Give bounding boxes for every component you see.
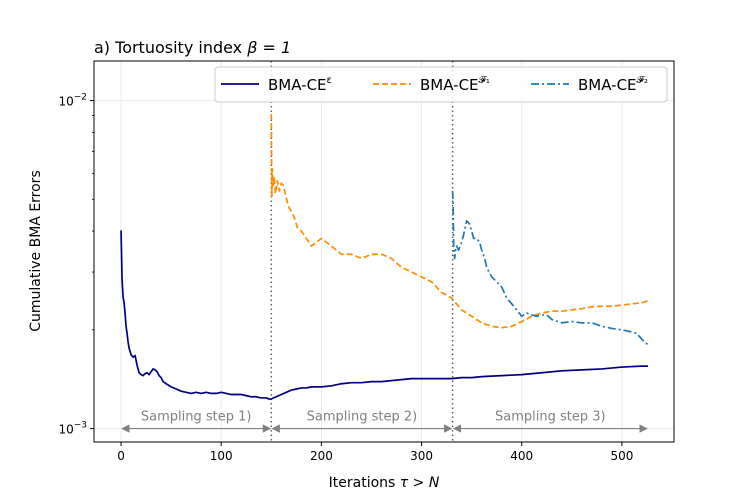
annotation-layer: Sampling step 1) Sampling step 2) Sampling… (121, 410, 648, 433)
x-tick-label: 0 (117, 449, 125, 463)
legend-box (214, 66, 668, 103)
y-tick-label: 10−2 (58, 93, 87, 109)
y-axis-label: Cumulative BMA Errors (28, 170, 44, 332)
x-tick-label: 300 (410, 449, 433, 463)
series-line-2 (270, 113, 649, 329)
tick-layer: 0 100 200 300 400 500 10−3 10−2 (58, 93, 633, 463)
x-tick-label: 200 (310, 449, 333, 463)
x-tick-label: 400 (510, 449, 533, 463)
plot-frame (93, 60, 675, 443)
x-tick-label: 100 (210, 449, 233, 463)
x-tick-label: 500 (610, 449, 633, 463)
legend: BMA-CEε BMA-CE𝓕₁ BMA-CE𝓕₂ (214, 66, 668, 103)
legend-label-2: BMA-CE𝓕₁ (420, 75, 490, 94)
series-line-1 (120, 230, 648, 400)
legend-entries: BMA-CEε BMA-CE𝓕₁ BMA-CE𝓕₂ (221, 75, 648, 94)
sampling-step-label: Sampling step 1) (141, 410, 252, 425)
series-line-3 (451, 190, 649, 346)
legend-label-1: BMA-CEε (268, 75, 332, 94)
chart-title: a) Tortuosity index β = 1 (94, 38, 291, 57)
y-tick-label: 10−3 (58, 421, 87, 437)
x-axis-label: Iterations τ > N (329, 475, 440, 491)
series-layer (120, 113, 649, 400)
sampling-step-label: Sampling step 3) (495, 410, 606, 425)
sampling-step-label: Sampling step 2) (307, 410, 418, 425)
legend-label-3: BMA-CE𝓕₂ (578, 75, 648, 94)
